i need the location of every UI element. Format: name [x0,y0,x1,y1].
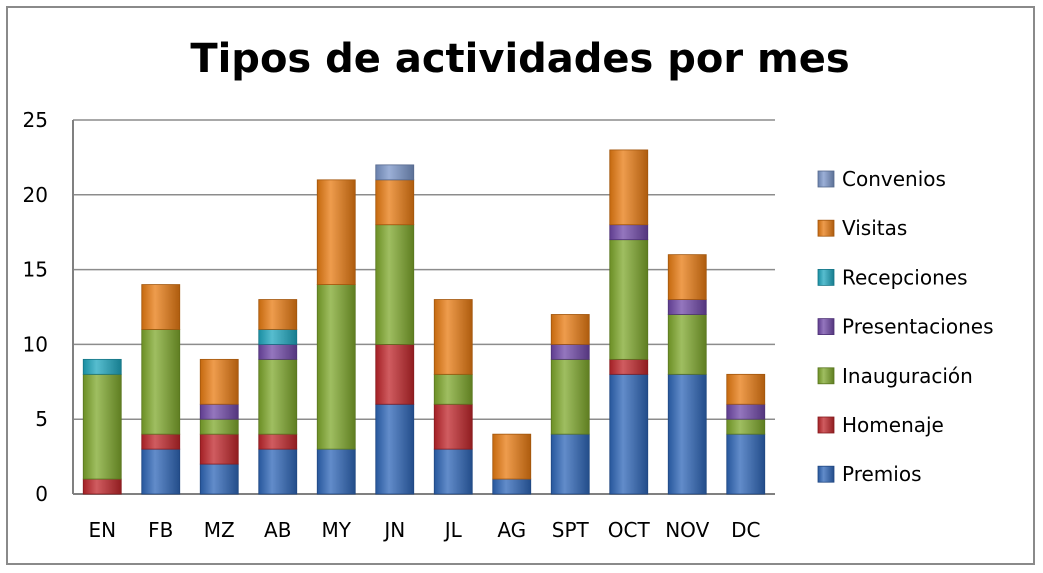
x-axis: EN FB MZ AB MY JN JL AG SPT OCT NOV DC [88,518,760,542]
bar-segment [609,239,649,360]
x-tick-label: AG [497,518,526,542]
legend-label: Visitas [842,216,907,240]
bar-segment [258,329,298,345]
bar-segment [375,403,415,495]
bar-segment [258,358,298,435]
bar-segment [375,343,415,405]
bar-segment [667,314,707,375]
bar-segment [316,179,356,285]
bar-segment [609,373,649,495]
bar-segment [609,224,649,241]
x-tick-label: JN [382,518,405,542]
bar-segment [433,299,473,375]
legend-label: Presentaciones [842,315,993,339]
bar-segment [141,329,181,435]
x-tick-label: JL [443,518,463,542]
legend-swatch [817,465,835,483]
bar-segment [667,254,707,300]
x-tick-label: OCT [608,518,651,542]
legend-swatch [817,416,835,434]
bar-segment [550,433,590,495]
bar-segment [199,358,239,405]
bar-segment [375,224,415,345]
bar-segment [726,418,766,435]
bar-segment [258,448,298,495]
legend-swatch [817,170,835,188]
bar-segment [316,448,356,495]
bar-segment [82,358,122,375]
legend-swatch [817,367,835,385]
bar-segment [199,463,239,495]
bar-segment [609,358,649,375]
y-tick-label: 10 [23,332,48,356]
bar-segment [82,373,122,480]
y-tick-label: 0 [35,482,48,506]
x-tick-label: DC [731,518,760,542]
bar-segment [492,433,532,480]
bar-segment [550,358,590,435]
bar-segment [199,433,239,465]
y-tick-label: 20 [23,183,48,207]
bar-segment [316,284,356,450]
bars [82,149,766,495]
bar-segment [433,403,473,450]
legend-label: Recepciones [842,265,968,289]
bar-segment [199,403,239,420]
x-tick-label: SPT [552,518,590,542]
bar-segment [433,373,473,405]
bar-segment [726,403,766,420]
y-tick-label: 15 [23,258,48,282]
bar-segment [726,433,766,495]
x-tick-label: MZ [204,518,235,542]
bar-segment [141,448,181,495]
bar-segment [258,433,298,450]
legend-swatch [817,219,835,237]
legend-label: Homenaje [842,413,944,437]
bar-segment [375,164,415,181]
chart-title: Tipos de actividades por mes [190,36,849,82]
legend-label: Inauguración [842,364,973,388]
bar-segment [433,448,473,495]
bar-segment [667,299,707,315]
bar-segment [550,314,590,345]
x-tick-label: FB [148,518,173,542]
legend-label: Convenios [842,167,946,191]
gridlines [73,119,775,495]
legend-label: Premios [842,462,922,486]
legend: Convenios Visitas Recepciones Presentacione… [817,167,993,486]
y-axis: 0 5 10 15 20 25 [23,108,74,506]
bar-segment [550,343,590,360]
x-tick-label: EN [88,518,116,542]
x-tick-label: MY [322,518,352,542]
bar-segment [199,418,239,435]
bar-segment [82,478,122,495]
bar-segment [375,179,415,226]
y-tick-label: 25 [23,108,48,132]
bar-segment [258,343,298,360]
y-tick-label: 5 [35,407,48,431]
bar-segment [141,284,181,330]
legend-swatch [817,268,835,286]
x-tick-label: NOV [665,518,709,542]
legend-swatch [817,318,835,336]
bar-segment [667,373,707,495]
bar-segment [492,478,532,495]
bar-segment [609,149,649,226]
bar-segment [258,299,298,330]
x-tick-label: AB [264,518,291,542]
bar-segment [141,433,181,450]
bar-segment [726,373,766,405]
